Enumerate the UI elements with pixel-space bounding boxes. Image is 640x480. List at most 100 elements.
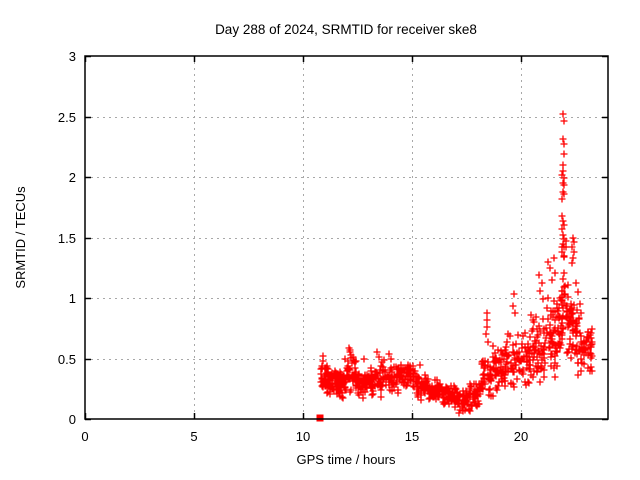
data-point-marker xyxy=(455,397,463,405)
data-point-marker xyxy=(425,395,433,403)
y-tick-label: 2 xyxy=(69,170,76,185)
y-axis-label: SRMTID / TECUs xyxy=(13,186,28,289)
data-point-marker xyxy=(377,393,385,401)
data-point-marker xyxy=(564,293,572,301)
data-point-marker xyxy=(502,343,510,351)
data-point-marker xyxy=(343,371,351,379)
data-point-marker xyxy=(560,174,568,182)
data-point-marker xyxy=(522,348,530,356)
data-point-marker xyxy=(411,367,419,375)
data-point-marker xyxy=(582,337,590,345)
data-point-marker xyxy=(542,324,550,332)
data-point-marker xyxy=(539,295,547,303)
data-point-marker xyxy=(367,378,375,386)
data-point-marker xyxy=(554,340,562,348)
data-point-marker xyxy=(523,352,531,360)
data-point-marker xyxy=(558,195,566,203)
data-point-marker xyxy=(354,379,362,387)
data-point-marker xyxy=(359,394,367,402)
data-point-marker xyxy=(386,386,394,394)
data-point-marker xyxy=(573,306,581,314)
data-point-marker xyxy=(567,310,575,318)
data-point-marker xyxy=(466,387,474,395)
data-point-marker xyxy=(533,333,541,341)
data-point-marker xyxy=(494,346,502,354)
data-point-marker xyxy=(416,361,424,369)
data-point-marker xyxy=(409,362,417,370)
data-point-marker xyxy=(521,343,529,351)
data-point-marker xyxy=(387,364,395,372)
data-point-marker xyxy=(525,379,533,387)
data-point-marker xyxy=(563,349,571,357)
data-point-marker xyxy=(409,382,417,390)
data-point-marker xyxy=(562,237,570,245)
data-point-marker xyxy=(356,383,364,391)
data-point-marker xyxy=(570,248,578,256)
data-point-marker xyxy=(560,117,568,125)
data-point-marker xyxy=(543,329,551,337)
data-point-marker xyxy=(559,135,567,143)
data-point-marker xyxy=(335,386,343,394)
data-point-marker xyxy=(479,357,487,365)
data-point-marker xyxy=(484,338,492,346)
data-point-marker xyxy=(559,231,567,239)
data-point-marker xyxy=(354,371,362,379)
data-point-marker xyxy=(432,384,440,392)
data-point-marker xyxy=(511,361,519,369)
data-point-marker xyxy=(372,368,380,376)
data-point-marker xyxy=(406,373,414,381)
data-point-marker xyxy=(511,309,519,317)
data-point-marker xyxy=(588,367,596,375)
data-point-marker xyxy=(540,373,548,381)
data-point-marker xyxy=(533,367,541,375)
data-point-marker xyxy=(551,269,559,277)
data-point-marker xyxy=(392,380,400,388)
data-point-marker xyxy=(327,371,335,379)
data-point-marker xyxy=(550,254,558,262)
data-point-marker xyxy=(456,392,464,400)
data-point-marker xyxy=(360,355,368,363)
data-point-marker xyxy=(546,328,554,336)
data-point-marker xyxy=(367,364,375,372)
data-point-marker xyxy=(460,400,468,408)
data-point-marker xyxy=(584,328,592,336)
data-point-marker xyxy=(447,390,455,398)
data-point-marker xyxy=(374,372,382,380)
data-point-marker xyxy=(526,333,534,341)
data-point-marker xyxy=(491,371,499,379)
data-point-marker xyxy=(510,349,518,357)
data-point-marker xyxy=(331,367,339,375)
data-point-marker xyxy=(573,322,581,330)
data-point-marker xyxy=(368,391,376,399)
data-point-marker xyxy=(521,378,529,386)
data-point-marker xyxy=(588,325,596,333)
data-point-marker xyxy=(346,348,354,356)
data-point-marker xyxy=(537,342,545,350)
data-point-marker xyxy=(433,376,441,384)
data-point-marker xyxy=(421,371,429,379)
data-point-marker xyxy=(371,382,379,390)
data-point-marker xyxy=(547,307,555,315)
data-point-marker xyxy=(529,316,537,324)
data-point-marker xyxy=(587,341,595,349)
data-point-marker xyxy=(492,359,500,367)
data-point-marker xyxy=(541,339,549,347)
data-point-marker xyxy=(489,392,497,400)
data-point-marker xyxy=(554,307,562,315)
x-tick-label: 5 xyxy=(190,429,197,444)
data-point-marker xyxy=(540,343,548,351)
data-point-marker xyxy=(494,382,502,390)
data-point-marker xyxy=(475,400,483,408)
data-point-marker xyxy=(559,275,567,283)
data-point-marker xyxy=(575,347,583,355)
data-point-marker xyxy=(495,358,503,366)
data-point-marker xyxy=(560,181,568,189)
data-point-marker xyxy=(536,327,544,335)
data-point-marker xyxy=(424,375,432,383)
data-point-marker xyxy=(427,390,435,398)
data-point-marker xyxy=(509,302,517,310)
data-point-marker xyxy=(421,389,429,397)
data-point-marker xyxy=(414,373,422,381)
data-point-marker xyxy=(559,240,567,248)
